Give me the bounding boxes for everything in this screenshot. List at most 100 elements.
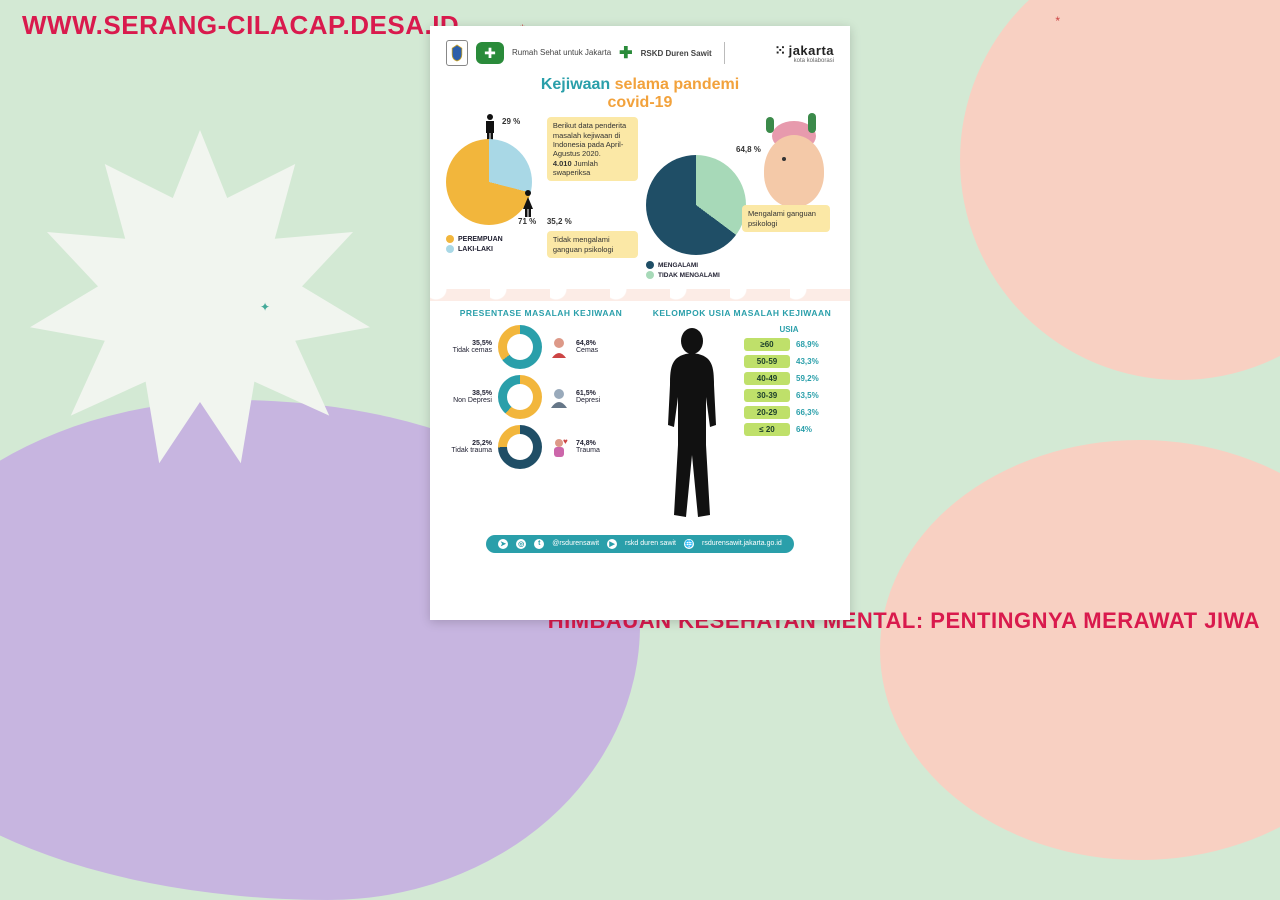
head-brain-icon xyxy=(754,117,834,207)
age-col-header: USIA xyxy=(744,325,834,334)
problems-section: PRESENTASE MASALAH KEJIWAAN 35,5%Tidak c… xyxy=(446,309,636,525)
body-silhouette-icon xyxy=(650,325,734,525)
pct-female: 71 % xyxy=(518,217,536,226)
pct-no-psych: 35,2 % xyxy=(547,217,572,226)
brand-text: jakarta xyxy=(789,43,834,58)
psych-legend: MENGALAMI TIDAK MENGALAMI xyxy=(646,261,746,279)
telegram-icon: ➤ xyxy=(498,539,508,549)
footer-handle2: rskd duren sawit xyxy=(625,540,676,547)
poster-title: Kejiwaan selama pandemi covid-19 xyxy=(446,76,834,111)
poster-header: ✚ Rumah Sehat untuk Jakarta ✚ RSKD Duren… xyxy=(446,40,834,66)
age-section: KELOMPOK USIA MASALAH KEJIWAAN USIA ≥60 6… xyxy=(650,309,834,525)
problems-heading: PRESENTASE MASALAH KEJIWAAN xyxy=(446,309,636,319)
title-line-2: covid-19 xyxy=(446,94,834,112)
donut-pos-label: Cemas xyxy=(576,347,598,354)
legend-no: TIDAK MENGALAMI xyxy=(658,272,720,279)
donut-neg-label: Tidak cemas xyxy=(446,347,492,354)
org2-label: Rumah Sehat untuk Jakarta xyxy=(512,49,611,58)
youtube-icon: ▶ xyxy=(607,539,617,549)
age-row: 20-29 66,3% xyxy=(744,406,834,419)
age-range-pill: 30-39 xyxy=(744,389,790,402)
age-row: ≥60 68,9% xyxy=(744,338,834,351)
footer-handle1: @rsdurensawit xyxy=(552,540,599,547)
swatch-icon xyxy=(646,271,654,279)
female-figure-icon xyxy=(520,189,536,217)
note-yes-psych: Mengalami ganguan psikologi xyxy=(742,205,830,232)
bg-blob-peach-bottom xyxy=(880,440,1280,860)
intro-note: Berikut data penderita masalah kejiwaan … xyxy=(547,117,638,181)
swatch-icon xyxy=(446,245,454,253)
donut-chart xyxy=(498,425,542,469)
age-range-pill: 50-59 xyxy=(744,355,790,368)
infographic-poster: ✚ Rumah Sehat untuk Jakarta ✚ RSKD Duren… xyxy=(430,26,850,620)
donut-neg-label: Non Depresi xyxy=(446,397,492,404)
donut-pos-pct: 61,5% xyxy=(576,390,600,397)
logo-dki-icon xyxy=(446,40,468,66)
intro-text: Berikut data penderita masalah kejiwaan … xyxy=(553,121,626,158)
donut-neg-pct: 25,2% xyxy=(446,440,492,447)
title-part-1: Kejiwaan xyxy=(541,76,615,93)
row-top: 29 % 71 % PEREMPUAN LAKI-LAKI Berikut da… xyxy=(446,117,834,281)
swatch-icon xyxy=(646,261,654,269)
header-separator xyxy=(724,42,725,64)
logo-dinkes-icon: ✚ xyxy=(476,42,504,64)
age-pct: 43,3% xyxy=(796,357,819,366)
person-emotion-icon xyxy=(548,336,570,358)
donut-pos-pct: 64,8% xyxy=(576,340,598,347)
brand-subtext: kota kolaborasi xyxy=(773,58,834,64)
bg-blob-pink xyxy=(960,0,1280,380)
age-pct: 68,9% xyxy=(796,340,819,349)
title-part-2: selama pandemi xyxy=(615,76,740,93)
person-emotion-icon: ♥ xyxy=(548,436,570,458)
age-pct: 64% xyxy=(796,425,812,434)
note-no-psych: Tidak mengalami ganguan psikologi xyxy=(547,231,638,258)
age-row: 50-59 43,3% xyxy=(744,355,834,368)
plus-icon: ✚ xyxy=(619,43,632,63)
donut-chart xyxy=(498,375,542,419)
intro-figure: 4.010 xyxy=(553,159,572,168)
watermark-url: WWW.SERANG-CILACAP.DESA.ID xyxy=(22,10,459,41)
swatch-icon xyxy=(446,235,454,243)
brand-dots-icon xyxy=(773,42,787,56)
donut-neg-label: Tidak trauma xyxy=(446,447,492,454)
age-list: USIA ≥60 68,9% 50-59 43,3% 40-49 59,2% 30-39 63… xyxy=(744,325,834,440)
instagram-icon: ◎ xyxy=(516,539,526,549)
age-range-pill: 20-29 xyxy=(744,406,790,419)
legend-male: LAKI-LAKI xyxy=(458,246,493,253)
age-range-pill: ≥60 xyxy=(744,338,790,351)
legend-yes: MENGALAMI xyxy=(658,262,698,269)
age-pct: 59,2% xyxy=(796,374,819,383)
org3-label: RSKD Duren Sawit xyxy=(641,49,712,58)
psych-pie-chart xyxy=(646,155,746,255)
poster-footer: ➤ ◎ t @rsdurensawit ▶ rskd duren sawit 🌐… xyxy=(486,535,794,553)
gender-legend: PEREMPUAN LAKI-LAKI xyxy=(446,235,539,253)
person-emotion-icon xyxy=(548,386,570,408)
donut-chart xyxy=(498,325,542,369)
donut-row: 35,5%Tidak cemas 64,8%Cemas xyxy=(446,325,636,369)
footer-site: rsdurensawit.jakarta.go.id xyxy=(702,540,782,547)
wave-divider xyxy=(430,289,850,301)
donut-pos-label: Trauma xyxy=(576,447,600,454)
age-pct: 63,5% xyxy=(796,391,819,400)
age-row: 40-49 59,2% xyxy=(744,372,834,385)
age-row: ≤ 20 64% xyxy=(744,423,834,436)
donut-pos-label: Depresi xyxy=(576,397,600,404)
age-range-pill: ≤ 20 xyxy=(744,423,790,436)
brand-jakarta: jakarta xyxy=(773,43,834,58)
age-range-pill: 40-49 xyxy=(744,372,790,385)
age-row: 30-39 63,5% xyxy=(744,389,834,402)
donut-pos-pct: 74,8% xyxy=(576,440,600,447)
male-figure-icon xyxy=(482,113,498,141)
age-pct: 66,3% xyxy=(796,408,819,417)
svg-text:♥: ♥ xyxy=(563,437,568,446)
globe-icon: 🌐 xyxy=(684,539,694,549)
age-heading: KELOMPOK USIA MASALAH KEJIWAAN xyxy=(650,309,834,319)
donut-row: 25,2%Tidak trauma ♥ 74,8%Trauma xyxy=(446,425,636,469)
sparkle-icon: * xyxy=(1055,14,1060,28)
donut-row: 38,5%Non Depresi 61,5%Depresi xyxy=(446,375,636,419)
donut-neg-pct: 38,5% xyxy=(446,390,492,397)
pct-male: 29 % xyxy=(502,117,520,126)
legend-female: PEREMPUAN xyxy=(458,236,503,243)
pct-yes-psych: 64,8 % xyxy=(736,145,761,154)
donut-neg-pct: 35,5% xyxy=(446,340,492,347)
